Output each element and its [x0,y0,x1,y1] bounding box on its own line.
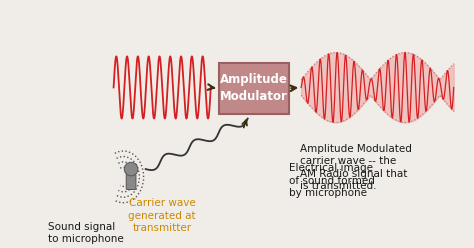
Text: Carrier wave
generated at
transmitter: Carrier wave generated at transmitter [128,198,196,233]
Text: Amplitude Modulated
carrier wave -- the
AM Radio signal that
is transmitted.: Amplitude Modulated carrier wave -- the … [300,144,412,191]
Circle shape [124,162,138,176]
Text: Sound signal
to microphone: Sound signal to microphone [47,221,123,244]
Text: Amplitude
Modulator: Amplitude Modulator [219,73,287,103]
FancyBboxPatch shape [219,63,289,114]
Text: Electrical image
of sound formed
by microphone: Electrical image of sound formed by micr… [289,163,374,198]
FancyBboxPatch shape [126,174,136,189]
